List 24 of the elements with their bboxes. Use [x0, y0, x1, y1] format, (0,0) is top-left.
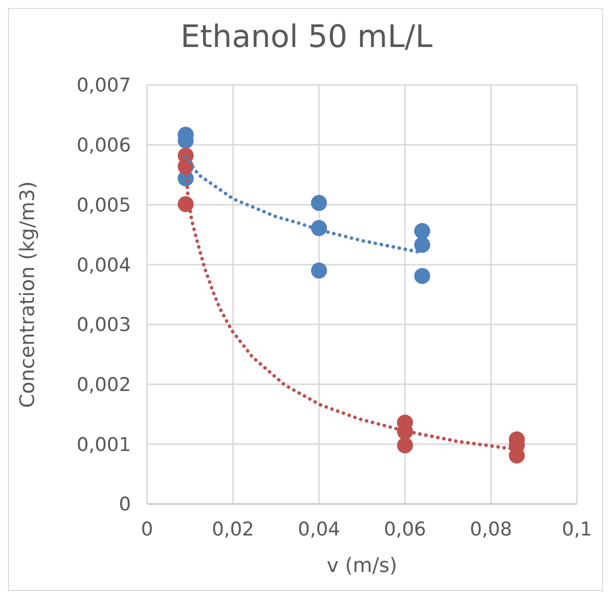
point: [311, 220, 327, 236]
y-tick-label: 0: [118, 494, 131, 516]
chart-title: Ethanol 50 mL/L: [180, 19, 434, 55]
y-tick-label: 0,004: [76, 254, 131, 276]
point: [311, 262, 327, 279]
x-tick-label: 0,06: [384, 518, 426, 540]
x-tick-label: 0,02: [212, 518, 254, 540]
x-tick-label: 0,04: [298, 518, 340, 540]
y-tick-label: 0,003: [76, 314, 131, 336]
x-tick-label: 0,08: [470, 518, 512, 540]
y-tick-label: 0,001: [76, 434, 131, 456]
point: [414, 223, 430, 240]
y-tick-label: 0,007: [76, 74, 131, 97]
x-tick-label: 0: [140, 518, 154, 540]
y-tick-label: 0,006: [76, 134, 131, 157]
point: [311, 194, 327, 211]
y-tick-label: 0,002: [76, 374, 131, 396]
y-tick-label: 0,005: [76, 194, 131, 216]
x-tick-label: 0,1: [562, 518, 592, 540]
point: [397, 437, 413, 454]
y-axis-title: Concentration (kg/m3): [15, 181, 40, 408]
point: [414, 236, 430, 253]
x-axis-title: v (m/s): [326, 553, 398, 577]
point: [414, 268, 430, 284]
